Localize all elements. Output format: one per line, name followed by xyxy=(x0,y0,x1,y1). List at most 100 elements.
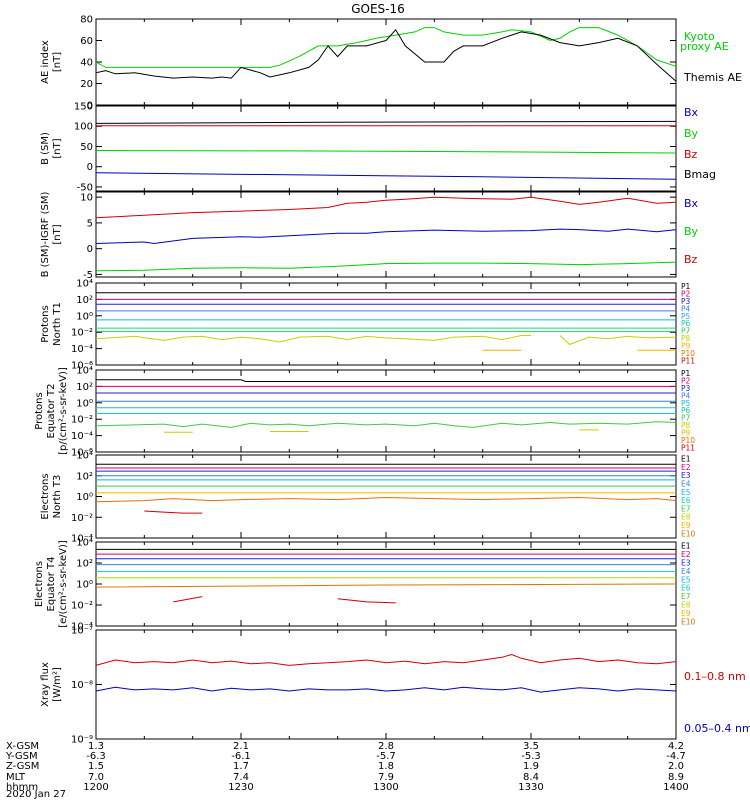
panel-frame xyxy=(95,369,677,453)
series-line-bmag xyxy=(95,120,677,124)
date-label: 2020 Jan 27 xyxy=(6,789,66,800)
y-tick-label: 10⁻⁹ xyxy=(71,735,93,746)
channel-label: P8 xyxy=(681,334,691,343)
channel-label: P10 xyxy=(681,436,695,445)
legend-bz: Bz xyxy=(684,148,698,161)
channel-label: P9 xyxy=(681,342,691,351)
orbit-value: -5.3 xyxy=(521,751,541,762)
channel-label: P6 xyxy=(681,319,691,328)
y-tick-label: 150 xyxy=(74,102,93,113)
y-tick-label: 20 xyxy=(80,79,93,90)
panel-xray: 10⁻⁹ 10⁻⁸ 10⁻⁷ Xray flux [W/m²] 0.1–0.8 nm 0.0… xyxy=(40,626,750,746)
panel-electrons_t3: 10⁻⁴ 10⁻² 10⁰ 10² 10⁴ Electrons North T3 E1E2E3… xyxy=(40,451,696,545)
y-tick-label: 10⁰ xyxy=(76,311,93,322)
y-tick-label: 10⁰ xyxy=(76,398,93,409)
orbit-value: 3.5 xyxy=(523,741,539,752)
panel-frame xyxy=(95,18,677,106)
panel-electrons_t4: 10⁻⁴ 10⁻² 10⁰ 10² 10⁴ Electrons Equator T4 [e/(… xyxy=(34,538,696,633)
y-axis-label: North T1 xyxy=(52,302,63,346)
channel-label: P9 xyxy=(681,429,691,438)
orbit-value: 7.4 xyxy=(233,772,249,783)
y-axis-label: [e/(cm²-s-sr-keV)] xyxy=(58,540,69,628)
channel-label: P1 xyxy=(681,282,691,291)
channel-label: P8 xyxy=(681,421,691,430)
series-line-p8b xyxy=(559,335,677,346)
y-tick-label: 10⁻² xyxy=(71,415,93,426)
channel-label: P5 xyxy=(681,399,691,408)
legend-bx: Bx xyxy=(684,197,699,210)
channel-label: E9 xyxy=(681,521,691,530)
y-axis-label: B (SM) xyxy=(40,132,51,165)
orbit-row-label: Z-GSM xyxy=(6,761,39,772)
y-axis-label: [nT] xyxy=(52,52,63,72)
y-axis-label: Protons xyxy=(34,392,45,429)
y-tick-label: 10⁻⁷ xyxy=(71,626,93,637)
y-axis-label: Equator T2 xyxy=(46,384,57,439)
channel-label: E7 xyxy=(681,504,691,513)
y-axis-label: [p/(cm²-s-sr-keV)] xyxy=(58,367,69,455)
channel-label: E8 xyxy=(681,601,691,610)
series-line-e8a xyxy=(173,596,203,603)
channel-label: E9 xyxy=(681,609,691,618)
series-line-by xyxy=(95,150,677,154)
legend-bz: Bz xyxy=(684,253,698,266)
series-line-e7 xyxy=(95,583,677,588)
channel-label: P7 xyxy=(681,327,691,336)
y-axis-label: [nT] xyxy=(52,224,63,244)
y-tick-label: 0 xyxy=(87,244,93,255)
series-line-p1 xyxy=(96,379,676,382)
orbit-value: 1.8 xyxy=(378,761,394,772)
y-tick-label: 10 xyxy=(80,193,93,204)
orbit-value: 4.2 xyxy=(668,741,684,752)
y-tick-label: 10⁴ xyxy=(76,538,93,549)
channel-label: E2 xyxy=(681,463,691,472)
y-tick-label: 10⁰ xyxy=(76,580,93,591)
channel-label: P4 xyxy=(681,304,691,313)
channel-label: E6 xyxy=(681,584,691,593)
y-axis-label: [W/m²] xyxy=(52,667,63,702)
channel-label: E8 xyxy=(681,513,691,522)
panel-b_sm: -50 0 50 100 150 B (SM) [nT] Bx By Bz Bmag xyxy=(40,102,716,194)
y-axis-label: Protons xyxy=(40,305,51,342)
orbit-value: 2.8 xyxy=(378,741,394,752)
legend-xray-long: 0.1–0.8 nm xyxy=(684,670,746,683)
panel-frame xyxy=(95,454,677,539)
orbit-value: 1400 xyxy=(663,782,688,793)
series-line-p7 xyxy=(95,421,677,428)
y-tick-label: 10⁴ xyxy=(76,451,93,462)
panel-protons_t1: 10⁻⁶ 10⁻⁴ 10⁻² 10⁰ 10² 10⁴ Protons North T1 P1P2… xyxy=(40,279,695,372)
y-tick-label: 10⁻² xyxy=(71,513,93,524)
channel-label: E1 xyxy=(681,542,691,551)
y-tick-label: 10² xyxy=(76,471,93,482)
y-tick-label: 10⁰ xyxy=(76,492,93,503)
orbit-row-label: X-GSM xyxy=(6,741,39,752)
channel-label: P11 xyxy=(681,444,695,453)
orbit-value: 2.0 xyxy=(668,761,684,772)
orbit-value: 1330 xyxy=(518,782,543,793)
y-tick-label: 10⁻² xyxy=(71,601,93,612)
y-tick-label: 80 xyxy=(80,15,93,26)
y-tick-label: 10² xyxy=(76,559,93,570)
orbit-value: -4.7 xyxy=(666,751,686,762)
channel-label: P2 xyxy=(681,376,691,385)
y-tick-label: 10⁻⁴ xyxy=(71,344,93,355)
channel-label: E10 xyxy=(681,617,696,626)
y-axis-label: B (SM)-IGRF (SM) xyxy=(40,192,51,278)
legend-by: By xyxy=(684,127,699,140)
panel-frame xyxy=(95,282,677,366)
orbit-value: 7.9 xyxy=(378,772,394,783)
series-line-bx xyxy=(95,228,677,245)
y-tick-label: 10⁻⁴ xyxy=(71,431,93,442)
series-line-p8 xyxy=(95,335,531,343)
orbit-value: 1230 xyxy=(228,782,253,793)
legend-bmag: Bmag xyxy=(684,168,716,181)
orbit-value: 1200 xyxy=(83,782,108,793)
panel-b_igrf: -5 0 5 10 B (SM)-IGRF (SM) [nT] Bx By Bz xyxy=(40,191,699,281)
orbit-value: 1300 xyxy=(373,782,398,793)
channel-label: P4 xyxy=(681,391,691,400)
panel-frame xyxy=(95,629,677,740)
channel-label: E2 xyxy=(681,550,691,559)
